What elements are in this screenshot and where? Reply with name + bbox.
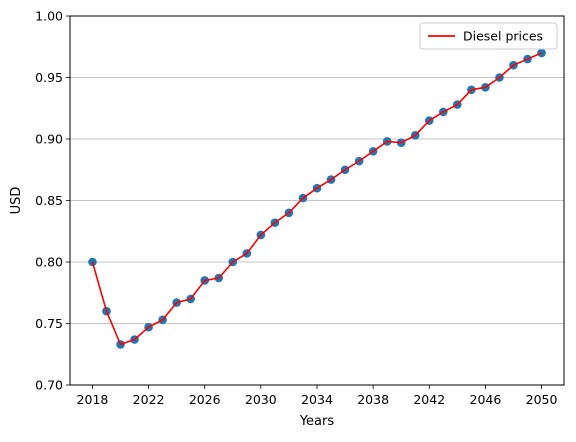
y-tick-label: 0.90: [35, 132, 63, 147]
grid-layer: [70, 77, 564, 324]
legend-box: [419, 22, 558, 50]
x-axis-label: Years: [299, 414, 335, 429]
y-tick-label: 1.00: [35, 9, 63, 24]
x-tick-label: 2026: [189, 392, 221, 407]
series-line: [91, 52, 542, 346]
y-axis-label: USD: [9, 187, 24, 215]
y-tick-label: 0.95: [35, 70, 63, 85]
y-tick-label: 0.85: [35, 193, 63, 208]
x-tick-label: 2042: [413, 392, 445, 407]
legend-label: Diesel prices: [463, 29, 543, 44]
axis-layer: 0.70 0.75 0.80 0.85 0.90 0.95 1.00 2018 2022 2026…: [35, 9, 557, 408]
y-tick-label: 0.75: [35, 316, 63, 331]
x-tick-label: 2050: [526, 392, 558, 407]
x-tick-label: 2030: [245, 392, 277, 407]
x-tick-label: 2034: [301, 392, 333, 407]
legend: Diesel prices: [419, 22, 558, 50]
x-tick-label: 2018: [77, 392, 109, 407]
x-tick-label: 2038: [357, 392, 389, 407]
y-tick-label: 0.80: [35, 255, 63, 270]
y-tick-label: 0.70: [35, 378, 63, 393]
x-tick-label: 2046: [470, 392, 502, 407]
series-layer: [88, 48, 546, 349]
x-tick-label: 2022: [133, 392, 165, 407]
